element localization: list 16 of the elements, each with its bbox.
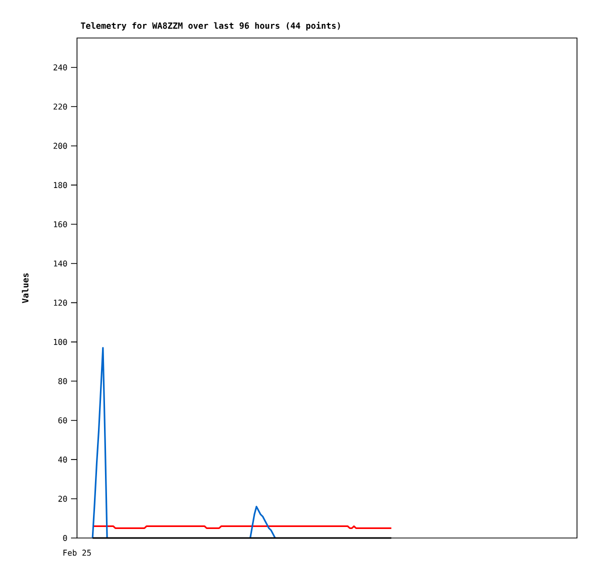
y-tick-label: 180 [54,182,67,188]
y-tick-label: 140 [54,260,67,267]
y-tick-label: 120 [54,300,67,306]
y-tick-label: 160 [54,221,67,228]
y-axis-title: Values [22,273,28,304]
y-tick-label: 80 [58,378,67,384]
y-tick-label: 100 [54,338,67,345]
y-tick-label: 60 [58,417,67,424]
y-tick-label: 240 [54,64,67,70]
y-tick-label: 20 [58,496,67,502]
y-tick-label: 40 [58,456,67,463]
chart-title: Telemetry for WA8ZZM over last 96 hours (44 points) [80,22,340,30]
y-tick-label: 200 [54,142,67,149]
y-tick-label: 220 [54,104,67,110]
y-tick-label: 0 [63,534,67,542]
text: Feb 25 [63,550,91,556]
